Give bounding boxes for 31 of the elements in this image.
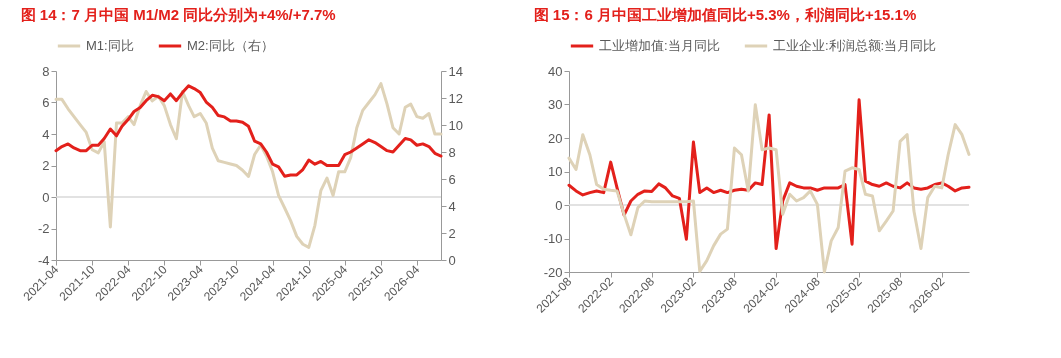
y2-tick-label: 6 xyxy=(448,171,456,187)
y2-tick-label: 2 xyxy=(448,225,456,241)
y2-tick-label: 12 xyxy=(448,90,463,106)
y-tick-label: 8 xyxy=(42,63,50,79)
legend-label: 工业增加值:当月同比 xyxy=(599,38,720,53)
y-tick-label: 6 xyxy=(42,95,50,110)
y-tick-label: -10 xyxy=(543,231,563,246)
line-series xyxy=(54,82,443,249)
line-series xyxy=(54,84,443,178)
y-tick-label: 20 xyxy=(548,130,563,146)
y-tick-label: 4 xyxy=(42,126,50,142)
y-tick-label: 0 xyxy=(555,197,563,213)
legend-label: M1:同比 xyxy=(86,38,134,53)
chart-title: 图 14：7 月中国 M1/M2 同比分别为+4%/+7.7% xyxy=(20,6,336,23)
y2-tick-label: 10 xyxy=(448,117,463,133)
y-tick-label: -20 xyxy=(543,264,563,280)
y-tick-label: 10 xyxy=(548,164,563,179)
y-tick-label: 2 xyxy=(42,158,50,173)
y-tick-label: -2 xyxy=(37,221,50,236)
y2-tick-label: 8 xyxy=(448,144,456,160)
y2-tick-label: 4 xyxy=(448,198,456,214)
y-tick-label: -4 xyxy=(37,252,50,268)
y-tick-label: 40 xyxy=(548,63,563,79)
legend-label: 工业企业:利润总额:当月同比 xyxy=(773,38,937,53)
line-series xyxy=(567,98,971,251)
chart-title: 图 15：6 月中国工业增加值同比+5.3%，利润同比+15.1% xyxy=(533,6,917,23)
y2-tick-label: 0 xyxy=(448,252,456,268)
y-tick-label: 0 xyxy=(42,189,50,205)
y2-tick-label: 14 xyxy=(448,63,463,79)
legend-label: M2:同比（右） xyxy=(187,38,274,53)
y-tick-label: 30 xyxy=(548,97,563,112)
